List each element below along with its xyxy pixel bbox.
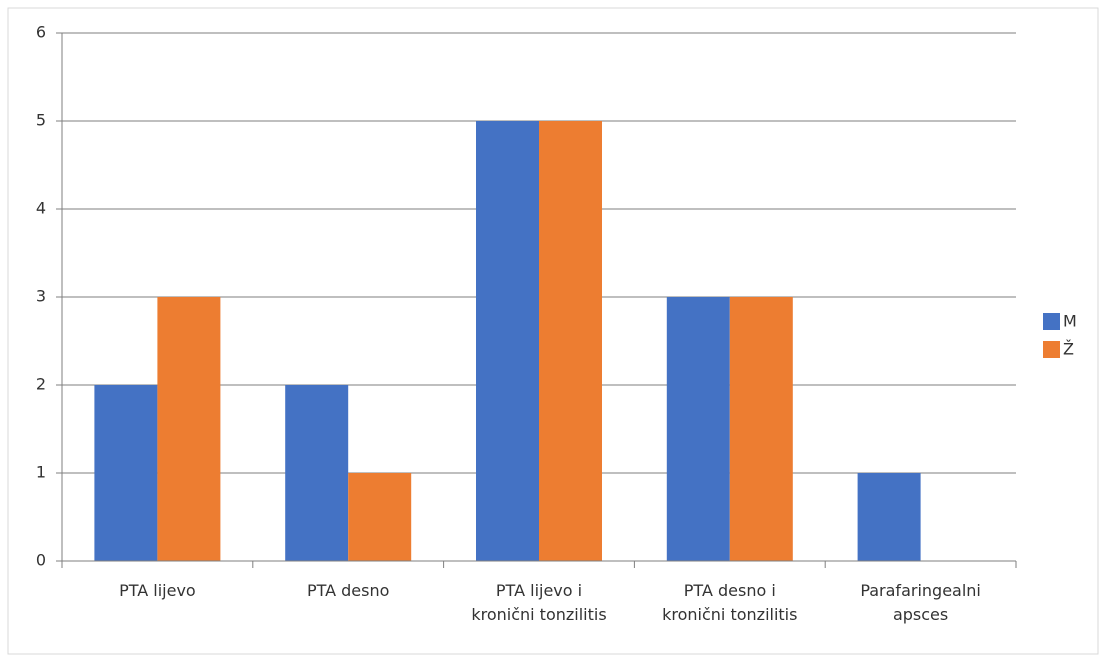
x-tick-label: Parafaringealni apsces: [860, 581, 981, 624]
bar: [285, 385, 349, 561]
legend-swatch: [1043, 341, 1060, 358]
bar: [539, 121, 602, 561]
legend-label: M: [1063, 312, 1077, 331]
bar: [94, 385, 158, 561]
y-tick-label: 1: [36, 463, 46, 482]
bar: [476, 121, 539, 561]
x-tick-label: PTA desno i kronični tonzilitis: [662, 581, 798, 624]
bar: [857, 473, 921, 561]
y-tick-label: 6: [36, 23, 46, 42]
x-tick-label: PTA lijevo: [119, 581, 196, 600]
bar: [348, 473, 412, 561]
x-tick-label: PTA lijevo i kronični tonzilitis: [471, 581, 607, 624]
y-tick-label: 3: [36, 287, 46, 306]
y-tick-label: 5: [36, 111, 46, 130]
bar: [729, 297, 793, 561]
y-tick-label: 2: [36, 375, 46, 394]
y-tick-label: 4: [36, 199, 46, 218]
legend-swatch: [1043, 313, 1060, 330]
bar: [157, 297, 221, 561]
x-tick-label: PTA desno: [306, 581, 390, 600]
bar: [666, 297, 730, 561]
legend-label: Ž: [1063, 340, 1074, 359]
y-tick-label: 0: [36, 551, 46, 570]
